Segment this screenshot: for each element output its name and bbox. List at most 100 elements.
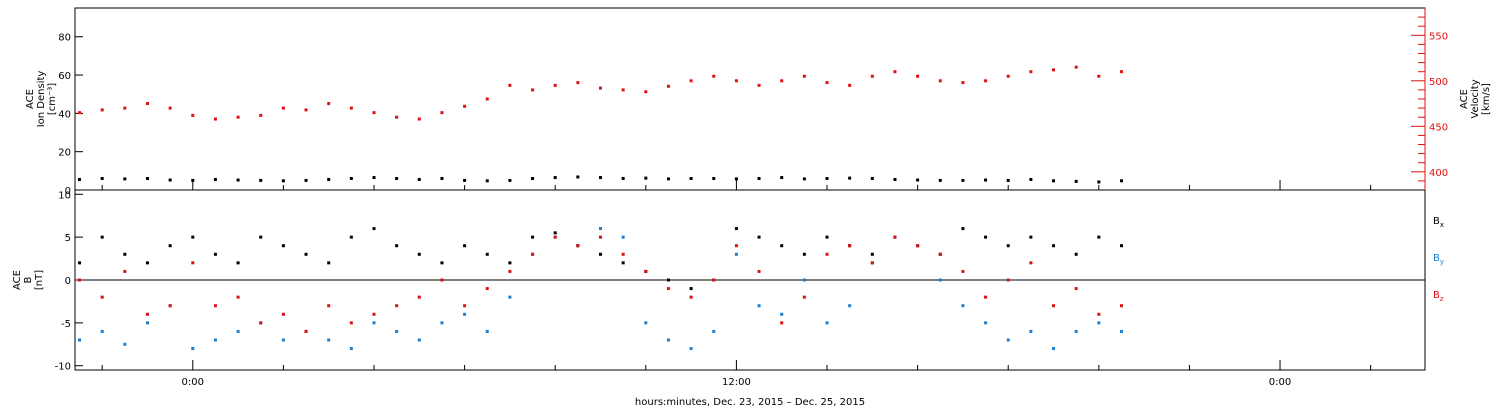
bz-point	[281, 312, 285, 316]
by-point	[78, 338, 82, 342]
by-point	[757, 304, 761, 308]
ion-density-point	[916, 178, 920, 182]
bx-point	[621, 261, 625, 265]
bx-point	[304, 252, 308, 256]
ion-density-point	[100, 177, 104, 181]
velocity-point	[689, 79, 693, 83]
bx-point	[191, 235, 195, 239]
bz-point	[621, 252, 625, 256]
bx-point	[213, 252, 217, 256]
by-point	[734, 252, 738, 256]
velocity-point	[440, 111, 444, 115]
velocity-point	[848, 83, 852, 87]
velocity-point	[938, 79, 942, 83]
ion-density-point	[440, 177, 444, 181]
ion-density-point	[236, 178, 240, 182]
ion-density-point	[1074, 179, 1078, 183]
ion-density-point	[1029, 177, 1033, 181]
velocity-point	[100, 108, 104, 112]
by-point	[485, 329, 489, 333]
bz-point	[1052, 304, 1056, 308]
velocity-point	[236, 115, 240, 119]
by-point	[508, 295, 512, 299]
velocity-point	[599, 86, 603, 90]
velocity-point	[666, 84, 670, 88]
bz-point	[213, 304, 217, 308]
ion-density-point	[780, 176, 784, 180]
velocity-point	[304, 108, 308, 112]
ion-density-point	[78, 177, 82, 181]
velocity-point	[213, 117, 217, 121]
panel-1-right-tick-label: 500	[1429, 77, 1448, 88]
by-point	[689, 347, 693, 351]
velocity-point	[145, 102, 149, 106]
by-point	[848, 304, 852, 308]
bx-point	[463, 244, 467, 248]
bx-point	[870, 252, 874, 256]
velocity-point	[576, 81, 580, 85]
bx-point	[100, 235, 104, 239]
velocity-point	[961, 81, 965, 85]
by-point	[961, 304, 965, 308]
velocity-point	[893, 70, 897, 74]
ion-density-point	[712, 177, 716, 181]
bx-point	[1097, 235, 1101, 239]
bz-point	[463, 304, 467, 308]
ion-density-point	[168, 178, 172, 182]
panel-2-points	[78, 227, 1123, 351]
bz-point	[870, 261, 874, 265]
bz-point	[168, 304, 172, 308]
bz-point	[1029, 261, 1033, 265]
by-point	[372, 321, 376, 325]
bx-point	[984, 235, 988, 239]
panel-1-right-tick-label: 400	[1429, 168, 1448, 179]
by-point	[349, 347, 353, 351]
velocity-point	[1029, 70, 1033, 74]
panel-1-left-tick-label: 60	[58, 71, 71, 82]
velocity-point	[191, 113, 195, 117]
bx-point	[802, 252, 806, 256]
ion-density-point	[621, 177, 625, 181]
velocity-point	[644, 90, 648, 94]
panel-2-left-tick-label: 10	[58, 190, 71, 201]
panel-2-ylabel-line-1: ACE	[12, 270, 23, 290]
bz-point	[938, 252, 942, 256]
ion-density-point	[757, 177, 761, 181]
ion-density-point	[123, 177, 127, 181]
by-point	[1119, 329, 1123, 333]
panel-2-left-tick-label: -5	[61, 319, 71, 330]
ion-density-point	[599, 176, 603, 180]
by-point	[395, 329, 399, 333]
ion-density-point	[1119, 179, 1123, 183]
bx-point	[372, 227, 376, 231]
bz-point	[395, 304, 399, 308]
velocity-point	[123, 106, 127, 110]
panel-2-left-tick-label: 0	[65, 276, 71, 287]
velocity-point	[621, 88, 625, 92]
ion-density-point	[213, 177, 217, 181]
by-point	[123, 342, 127, 346]
ion-density-point	[938, 178, 942, 182]
velocity-point	[1119, 70, 1123, 74]
velocity-point	[463, 104, 467, 108]
velocity-point	[780, 79, 784, 83]
by-point	[463, 312, 467, 316]
bx-point	[78, 261, 82, 265]
bz-point	[757, 269, 761, 273]
ion-density-point	[508, 178, 512, 182]
bx-point	[689, 287, 693, 291]
panel-2-ylabel-line-2: B	[23, 276, 34, 283]
x-tick-label: 12:00	[722, 377, 751, 388]
panel-1-ylabel-line-2: Ion Density	[36, 71, 47, 128]
panel-2-left-tick-label: -10	[55, 362, 71, 373]
by-point	[666, 338, 670, 342]
bx-point	[281, 244, 285, 248]
by-point	[213, 338, 217, 342]
bz-point	[599, 235, 603, 239]
velocity-point	[349, 106, 353, 110]
x-tick-label: 0:00	[182, 377, 204, 388]
by-point	[1006, 338, 1010, 342]
panel-1-right-tick-label: 450	[1429, 122, 1448, 133]
velocity-point	[984, 79, 988, 83]
ion-density-point	[734, 177, 738, 181]
